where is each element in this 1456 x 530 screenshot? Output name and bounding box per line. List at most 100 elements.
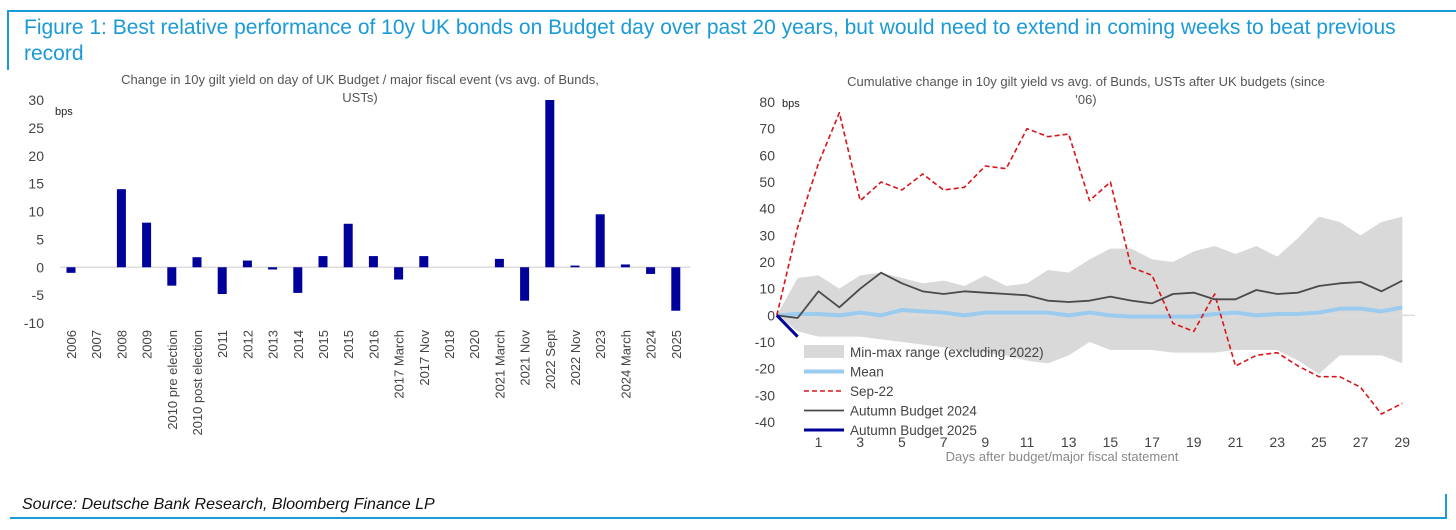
x-tick-label: 2024 (644, 330, 659, 359)
series-line-autumn-budget-2025 (775, 314, 799, 338)
y-tick-label: 60 (759, 147, 775, 163)
x-tick-label: 7 (940, 434, 948, 450)
x-tick-label: 23 (1269, 434, 1285, 450)
bar (520, 267, 530, 301)
series-line-mean (776, 305, 1403, 319)
bar (318, 256, 328, 268)
min-max-band (776, 216, 1403, 374)
x-tick-label: 2014 (291, 330, 306, 359)
x-tick-label: 9 (981, 434, 989, 450)
x-tick-label: 2012 (240, 330, 255, 359)
x-tick-label: 2010 pre election (165, 330, 180, 430)
line-chart-ylabel: bps (782, 98, 800, 110)
line-chart-title-1: Cumulative change in 10y gilt yield vs a… (847, 74, 1325, 89)
bar (167, 267, 177, 286)
x-tick-label: 2020 (467, 330, 482, 359)
bar (368, 256, 378, 268)
x-tick-label: 2021 Nov (518, 330, 533, 386)
y-tick-label: 50 (759, 174, 775, 190)
line-chart-title-2: '06) (1075, 92, 1096, 107)
y-tick-label: 30 (759, 227, 775, 243)
bar (394, 267, 404, 280)
bar-chart: Change in 10y gilt yield on day of UK Bu… (24, 72, 690, 436)
y-tick-label: 20 (28, 148, 44, 164)
x-tick-label: 2015 (341, 330, 356, 359)
bar (343, 223, 353, 268)
x-tick-label: 1 (815, 434, 823, 450)
y-tick-label: 0 (36, 259, 44, 275)
bar (293, 267, 303, 293)
bar-chart-title-2: USTs) (342, 90, 377, 105)
x-tick-label: 3 (856, 434, 864, 450)
frame-top-border (7, 10, 1456, 12)
bar (595, 214, 605, 268)
y-tick-label: 40 (759, 201, 775, 217)
y-tick-label: 15 (28, 176, 44, 192)
bar (646, 267, 656, 274)
legend-label: Autumn Budget 2024 (850, 404, 977, 419)
series-line-sep-22 (776, 111, 1403, 415)
bar (66, 267, 76, 273)
x-tick-label: 2024 March (618, 330, 633, 399)
figure-source: Source: Deutsche Bank Research, Bloomber… (22, 496, 435, 513)
x-tick-label: 29 (1395, 434, 1411, 450)
x-tick-label: 19 (1186, 434, 1202, 450)
x-tick-label: 5 (898, 434, 906, 450)
frame-right-border (1445, 494, 1447, 519)
x-tick-label: 2010 post election (190, 330, 205, 436)
y-tick-label: 5 (36, 231, 44, 247)
y-tick-label: -30 (755, 387, 775, 403)
x-tick-label: 2023 (593, 330, 608, 359)
line-chart: Cumulative change in 10y gilt yield vs a… (755, 74, 1415, 464)
bar-chart-ylabel: bps (55, 106, 73, 118)
series-line-autumn-budget-2024 (776, 271, 1403, 319)
y-tick-label: -40 (755, 414, 775, 430)
bar (116, 189, 126, 268)
y-tick-label: 25 (28, 120, 44, 136)
frame-bottom-border (10, 517, 1447, 519)
y-tick-label: -10 (755, 334, 775, 350)
figure-title: Figure 1: Best relative performance of 1… (24, 16, 1396, 65)
legend-label: Min-max range (excluding 2022) (850, 345, 1044, 360)
y-tick-label: 10 (759, 281, 775, 297)
x-tick-label: 15 (1103, 434, 1119, 450)
bar (242, 260, 252, 268)
x-tick-label: 2008 (114, 330, 129, 359)
x-tick-label: 17 (1144, 434, 1160, 450)
bar (217, 267, 227, 295)
x-tick-label: 21 (1228, 434, 1244, 450)
x-tick-label: 2017 Nov (417, 330, 432, 386)
x-tick-label: 2006 (64, 330, 79, 359)
bar (494, 258, 504, 268)
y-tick-label: -20 (755, 361, 775, 377)
y-tick-label: -5 (32, 287, 45, 303)
x-tick-label: 2021 March (492, 330, 507, 399)
bar-chart-title-1: Change in 10y gilt yield on day of UK Bu… (121, 72, 599, 87)
y-tick-label: -10 (24, 315, 44, 331)
bar (545, 100, 555, 268)
legend-label: Mean (850, 365, 884, 380)
legend-label: Autumn Budget 2025 (850, 423, 977, 438)
x-tick-label: 2011 (215, 330, 230, 358)
x-tick-label: 11 (1020, 434, 1035, 450)
bar (268, 267, 278, 270)
bar (570, 265, 580, 268)
x-tick-label: 2018 (442, 330, 457, 359)
bar (142, 222, 152, 268)
bar (192, 257, 202, 268)
x-tick-label: 2022 Nov (568, 330, 583, 386)
x-tick-label: 2007 (89, 330, 104, 359)
x-tick-label: 2015 (316, 330, 331, 359)
y-tick-label: 70 (759, 121, 775, 137)
y-tick-label: 10 (28, 204, 44, 220)
x-tick-label: 13 (1061, 434, 1077, 450)
y-tick-label: 20 (759, 254, 775, 270)
x-tick-label: 2022 Sept (543, 330, 558, 390)
x-tick-label: 27 (1353, 434, 1369, 450)
y-tick-label: 0 (767, 307, 775, 323)
line-chart-xlabel: Days after budget/major fiscal statement (946, 449, 1179, 464)
y-tick-label: 30 (28, 92, 44, 108)
x-tick-label: 2025 (669, 330, 684, 359)
y-tick-label: 80 (759, 94, 775, 110)
x-tick-label: 2017 March (392, 330, 407, 399)
